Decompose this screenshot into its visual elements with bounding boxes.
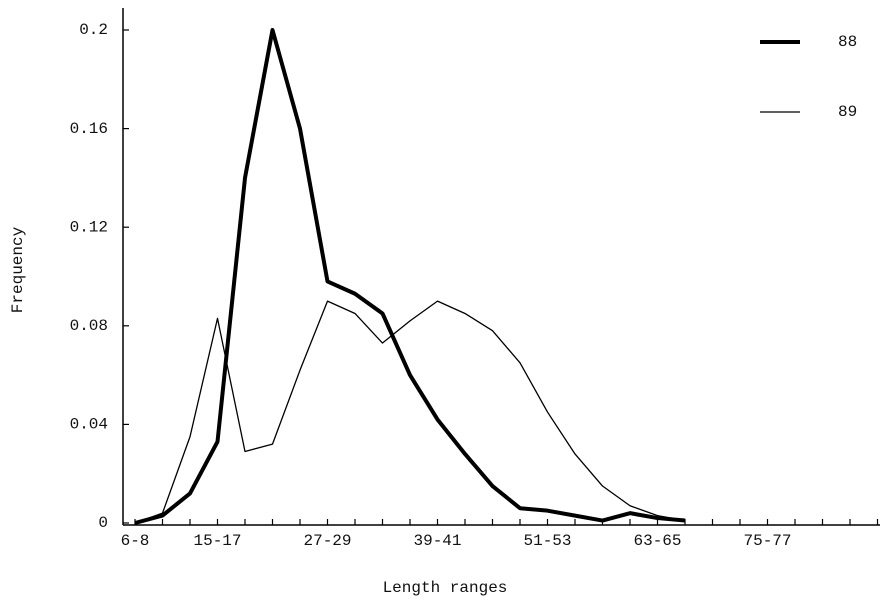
legend-label: 88 bbox=[838, 33, 857, 51]
x-tick-label: 15-17 bbox=[193, 532, 241, 550]
x-tick-label: 6-8 bbox=[121, 532, 150, 550]
x-tick-label: 63-65 bbox=[633, 532, 681, 550]
y-tick-label: 0 bbox=[98, 514, 108, 532]
y-tick-label: 0.16 bbox=[70, 120, 108, 138]
x-tick-label: 39-41 bbox=[413, 532, 461, 550]
series-line bbox=[134, 300, 686, 524]
x-tick-label: 51-53 bbox=[523, 532, 571, 550]
series-line bbox=[134, 28, 686, 525]
y-tick-label: 0.08 bbox=[70, 317, 108, 335]
y-tick-label: 0.2 bbox=[79, 21, 108, 39]
legend-label: 89 bbox=[838, 103, 857, 121]
y-tick-label: 0.04 bbox=[70, 416, 108, 434]
x-axis-title: Length ranges bbox=[383, 579, 508, 597]
x-tick-label: 75-77 bbox=[743, 532, 791, 550]
y-tick-label: 0.12 bbox=[70, 218, 108, 236]
x-tick-label: 27-29 bbox=[303, 532, 351, 550]
y-axis-title: Frequency bbox=[9, 226, 27, 313]
